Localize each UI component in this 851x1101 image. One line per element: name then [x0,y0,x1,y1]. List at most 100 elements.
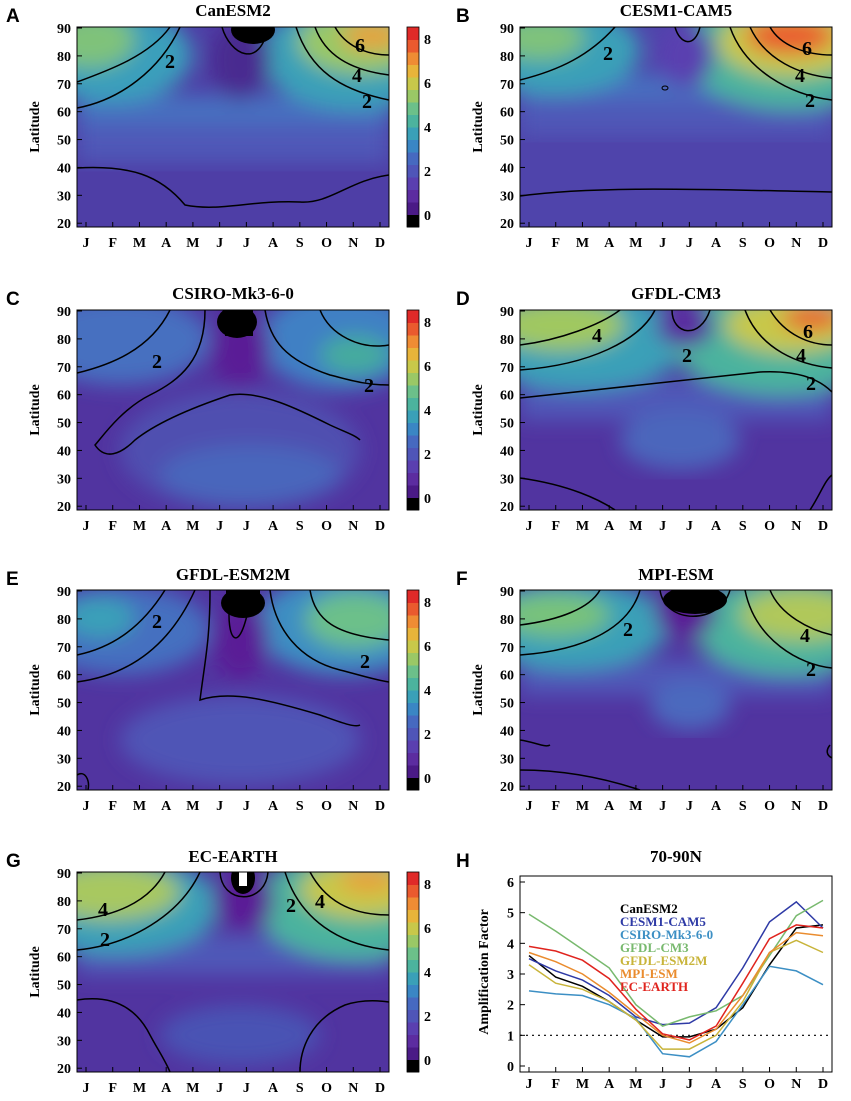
legend-entry: EC-EARTH [620,979,688,994]
colorbar-tick-label: 4 [424,404,431,419]
tick-label: M [576,799,589,814]
tick-label: A [604,519,615,534]
legend-entry: GFDL-CM3 [620,940,689,955]
tick-label: S [296,236,304,251]
colorbar-segment [407,740,419,753]
y-axis-label: Latitude [471,664,486,715]
tick-label: 60 [500,389,514,404]
colorbar-frame [406,26,420,228]
colorbar-segment [407,972,419,985]
colorbar-segment [407,872,419,885]
panel-g: 4 2 2 4 EC-EARTH G Latitude [6,847,390,1073]
tick-label: 6 [507,876,514,891]
colorbar-segment [407,897,419,910]
colorbar-segment [407,884,419,898]
tick-label: 90 [57,585,71,600]
panel-title: 70-90N [650,847,703,866]
contour-label: 2 [360,651,370,673]
tick-label: 70 [57,361,71,376]
tick-label: S [739,519,747,534]
colorbar-tick-label: 8 [424,878,431,893]
tick-label: J [686,1077,693,1092]
tick-label: S [739,236,747,251]
colorbar-segment [407,322,419,336]
colorbar-segment [407,1059,419,1073]
colorbar-tick-label: 8 [424,596,431,611]
tick-label: 60 [57,389,71,404]
tick-label: 90 [500,305,514,320]
colorbar-segment [407,590,419,603]
tick-label: J [243,1081,250,1096]
tick-label: M [576,519,589,534]
tick-label: 70 [57,641,71,656]
tick-label: O [764,1077,775,1092]
tick-label: O [764,236,775,251]
contour-label: 2 [152,351,162,373]
series-line-ec-earth [528,924,824,1041]
tick-label: A [161,236,172,251]
tick-label: J [659,799,666,814]
tick-label: 90 [57,867,71,882]
tick-label: 3 [507,968,514,983]
colorbar-segment [407,360,419,373]
colorbar-segment [407,139,419,153]
contour-label: 4 [315,891,325,913]
colorbar-frame [406,871,420,1073]
tick-label: D [818,799,828,814]
tick-label: 4 [507,937,514,952]
tick-label: M [629,519,642,534]
y-axis-label: Latitude [471,101,486,152]
tick-label: 0 [507,1060,514,1075]
panel-letter: G [6,851,21,872]
tick-label: D [818,1077,828,1092]
tick-label: 90 [500,22,514,37]
colorbar-segment [407,397,419,411]
contour-label: 2 [165,51,175,73]
heatmap-field [77,590,389,790]
tick-label: N [348,1081,358,1096]
tick-label: O [764,799,775,814]
tick-label: 60 [57,106,71,121]
contour-label: 2 [806,373,816,395]
contour-label: 2 [805,90,815,112]
tick-label: N [791,1077,801,1092]
colorbar-frame [406,309,420,511]
colorbar-segment [407,385,419,398]
panel-title: CanESM2 [195,1,271,20]
tick-label: S [739,1077,747,1092]
colorbar-segment [407,984,419,998]
tick-label: M [133,519,146,534]
panel-letter: A [6,6,20,27]
tick-label: A [604,1077,615,1092]
colorbar-segment [407,959,419,973]
tick-label: M [133,236,146,251]
tick-label: 40 [500,444,514,459]
tick-label: D [375,236,385,251]
panel-letter: E [6,569,19,590]
tick-label: J [83,236,90,251]
tick-label: A [268,519,279,534]
colorbar-tick-label: 4 [424,684,431,699]
colorbar-segment [407,640,419,653]
tick-label: N [791,799,801,814]
contour-label: 2 [623,619,633,641]
tick-label: S [296,519,304,534]
tick-label: M [186,236,199,251]
colorbar-tick-label: 6 [424,77,431,92]
heatmap-field [520,27,832,227]
colorbar-segment [407,702,419,716]
colorbar-tick-label: 8 [424,316,431,331]
tick-label: F [551,799,560,814]
tick-label: M [133,1081,146,1096]
colorbar-segment [407,727,419,741]
panel-title: CESM1-CAM5 [620,1,732,20]
tick-label: D [375,519,385,534]
colorbar-segment [407,372,419,386]
heatmap-field [77,27,389,227]
tick-label: A [268,1081,279,1096]
tick-label: M [186,799,199,814]
panel-b: 2 6 4 2 CESM1-CAM5 B Latitude [456,1,833,228]
